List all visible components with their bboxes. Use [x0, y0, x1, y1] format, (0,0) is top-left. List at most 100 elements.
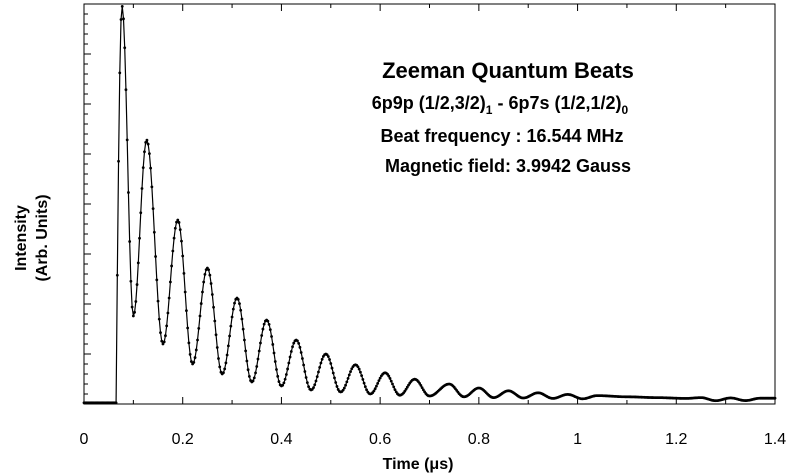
data-point: [151, 207, 155, 211]
data-point: [346, 377, 350, 380]
data-point: [124, 88, 128, 92]
data-point: [286, 367, 289, 371]
x-axis-title: Time (μs): [383, 456, 454, 473]
data-point: [257, 349, 261, 353]
data-point: [120, 4, 124, 8]
data-point: [119, 18, 123, 21]
data-point: [304, 376, 308, 379]
data-point: [136, 261, 140, 265]
data-point: [129, 279, 133, 283]
transition-lower-sub: 0: [622, 103, 629, 117]
data-point: [292, 341, 296, 345]
data-point: [262, 322, 266, 326]
data-point: [224, 361, 228, 365]
data-point: [117, 159, 120, 163]
data-point: [177, 221, 181, 224]
data-point: [118, 71, 122, 75]
data-point: [231, 307, 235, 311]
data-point: [251, 379, 255, 383]
data-point: [420, 386, 424, 389]
data-point: [392, 385, 396, 389]
data-point: [138, 236, 141, 240]
data-point: [239, 308, 243, 312]
data-point: [387, 374, 391, 378]
data-point: [276, 374, 280, 378]
data-point: [365, 388, 368, 392]
data-point: [193, 356, 197, 359]
x-tick-label: 0.6: [369, 431, 391, 448]
data-point: [238, 302, 241, 306]
data-point: [389, 379, 393, 383]
data-point: [341, 388, 345, 392]
data-point: [130, 305, 134, 309]
data-point: [305, 381, 309, 385]
annotation-beat-frequency: Beat frequency : 16.544 MHz: [380, 126, 623, 146]
y-axis-title-line2: (Arb. Units): [34, 194, 51, 281]
data-point: [404, 387, 408, 391]
data-point: [134, 300, 138, 303]
data-point: [266, 319, 270, 323]
data-point: [246, 368, 250, 372]
data-point: [281, 383, 285, 387]
data-point: [207, 268, 211, 272]
data-point: [260, 334, 264, 337]
data-point: [283, 377, 287, 381]
data-point: [320, 357, 324, 361]
data-point: [255, 365, 259, 368]
data-point: [131, 314, 135, 318]
data-point: [289, 350, 293, 353]
data-point: [183, 290, 187, 294]
data-point: [145, 138, 149, 142]
data-point: [268, 328, 272, 332]
data-point: [363, 385, 367, 389]
data-point: [152, 230, 156, 234]
data-point: [277, 380, 281, 383]
data-point: [133, 310, 136, 314]
data-point: [329, 362, 333, 365]
data-point: [378, 376, 382, 380]
data-point: [168, 280, 172, 284]
data-point: [185, 309, 188, 313]
data-point: [176, 218, 180, 222]
plot-frame: [83, 3, 776, 405]
data-point: [393, 388, 397, 391]
data-point: [181, 254, 185, 258]
data-point: [148, 152, 151, 156]
data-point: [210, 293, 214, 296]
data-point: [186, 326, 190, 330]
data-point: [218, 365, 222, 369]
data-point: [259, 341, 262, 345]
data-point: [175, 220, 178, 224]
data-point: [347, 373, 351, 377]
data-point: [162, 340, 166, 344]
data-point: [198, 314, 202, 318]
data-point: [215, 346, 219, 349]
data-point: [298, 345, 302, 349]
data-point: [342, 386, 346, 390]
intensity-series: [82, 4, 777, 405]
data-point: [330, 366, 334, 370]
data-point: [315, 375, 319, 379]
data-point: [226, 344, 230, 348]
data-point: [194, 348, 198, 352]
data-point: [208, 273, 212, 277]
annotation-magnetic-field: Magnetic field: 3.9942 Gauss: [385, 156, 631, 176]
data-point: [161, 342, 165, 346]
data-point: [297, 341, 301, 345]
annotation-title: Zeeman Quantum Beats: [382, 58, 634, 83]
x-tick-labels: 0 0.2 0.4 0.6 0.8 1 1.2 1.4: [80, 431, 787, 448]
data-point: [317, 370, 320, 374]
data-point: [125, 138, 129, 142]
data-point: [282, 381, 286, 385]
data-point: [312, 386, 315, 389]
data-point: [391, 382, 394, 386]
data-point: [189, 360, 193, 363]
data-point: [213, 319, 217, 323]
data-point: [201, 290, 204, 294]
data-point: [405, 385, 409, 389]
x-tick-label: 1: [573, 431, 582, 448]
data-point: [171, 249, 175, 253]
data-point: [247, 374, 251, 378]
data-point: [296, 339, 299, 343]
